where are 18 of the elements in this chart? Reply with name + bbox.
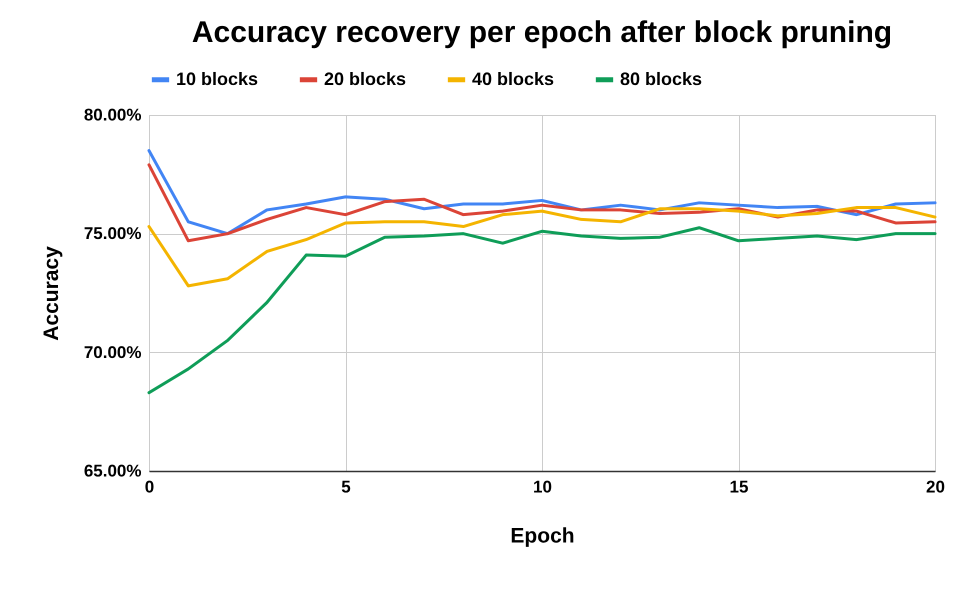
y-axis-title: Accuracy [40, 246, 63, 341]
y-tick-label: 65.00% [84, 462, 142, 480]
legend-label: 40 blocks [472, 68, 554, 89]
legend-label: 10 blocks [176, 68, 258, 89]
legend-label: 20 blocks [324, 68, 406, 89]
x-tick-label: 0 [144, 478, 154, 496]
x-tick-label: 15 [730, 478, 748, 496]
line-series [148, 206, 936, 288]
y-tick-label: 70.00% [84, 342, 142, 362]
x-tick-label: 20 [926, 478, 945, 496]
x-tick-label: 10 [533, 478, 552, 496]
y-tick-label: 75.00% [84, 224, 142, 244]
x-axis-title: Epoch [510, 524, 575, 548]
y-tick-label: 80.00% [84, 106, 142, 124]
legend-label: 80 blocks [620, 68, 702, 89]
x-tick-label: 5 [341, 478, 351, 496]
line-series [148, 226, 936, 394]
chart-title: Accuracy recovery per epoch after block pruning [192, 16, 892, 49]
